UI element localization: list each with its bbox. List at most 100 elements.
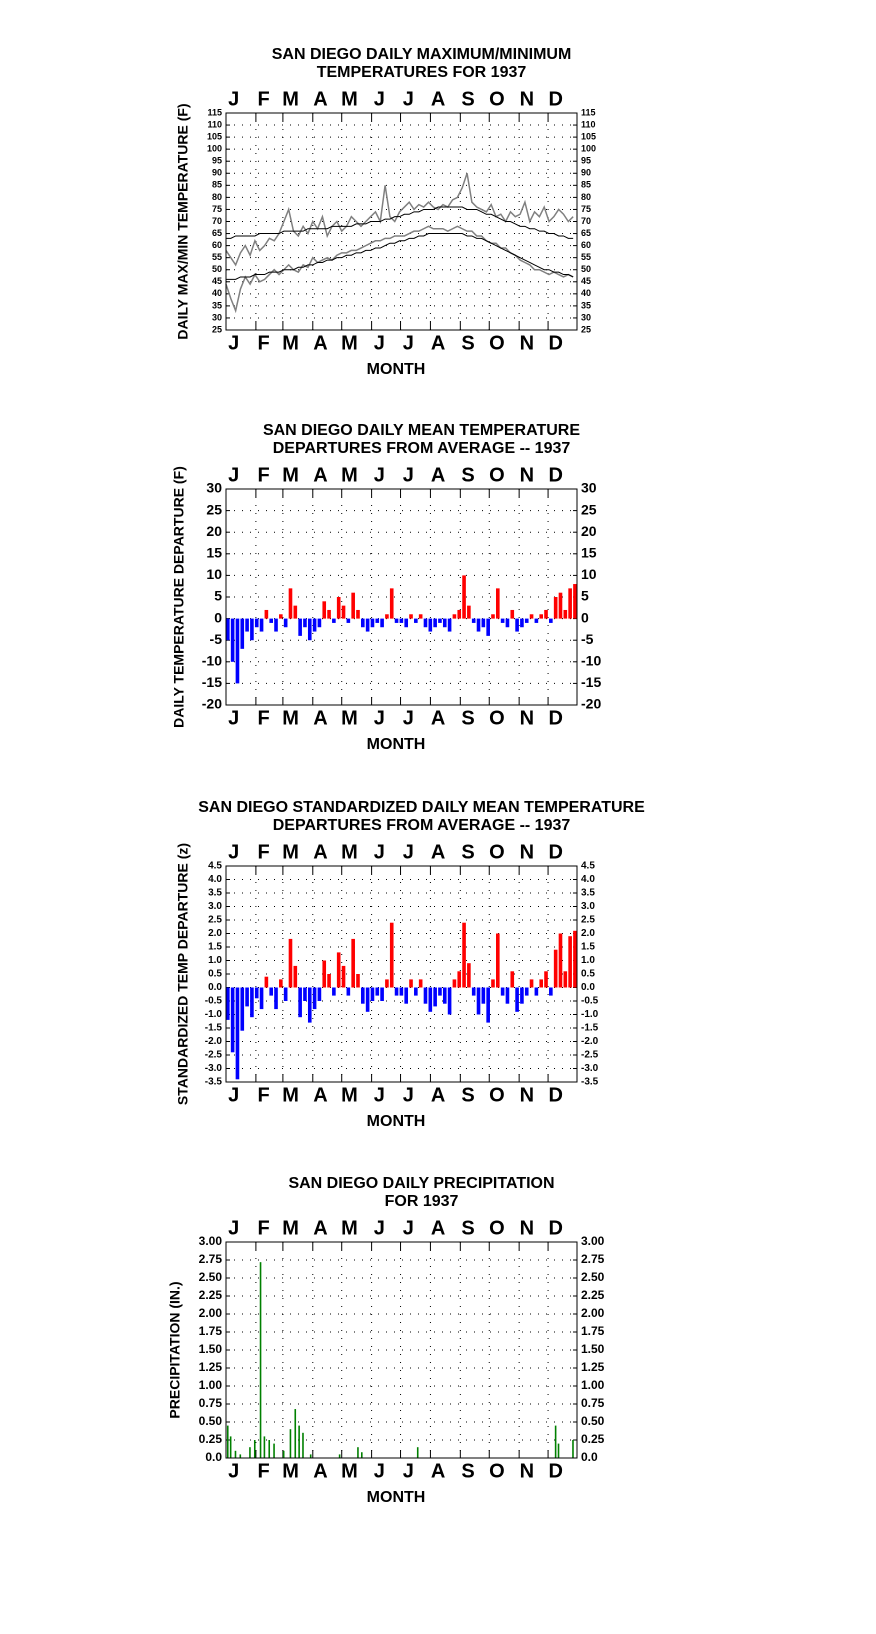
bar xyxy=(293,605,298,619)
y-tick-label-right: 4.0 xyxy=(581,874,595,885)
y-tick-label: 2.0 xyxy=(208,928,222,939)
bar xyxy=(226,987,230,1020)
series-line xyxy=(226,233,574,280)
bar xyxy=(558,933,563,988)
bar xyxy=(298,1425,300,1458)
y-tick-label: -3.5 xyxy=(205,1077,223,1088)
y-tick-label-right: 3.0 xyxy=(581,901,595,912)
bar xyxy=(418,614,423,619)
bar xyxy=(529,979,534,988)
month-label-bottom: M xyxy=(341,1460,358,1482)
y-axis-label: DAILY TEMPERATURE DEPARTURE (F) xyxy=(171,466,187,728)
bar xyxy=(230,987,235,1053)
bar xyxy=(240,618,245,649)
month-label-top: M xyxy=(282,88,299,110)
bar xyxy=(361,1452,363,1458)
bar xyxy=(423,618,428,628)
bar xyxy=(282,1450,285,1458)
month-label-bottom: J xyxy=(228,1084,239,1106)
y-tick-label-right: 45 xyxy=(581,276,591,286)
y-tick-label-right: 0.5 xyxy=(581,969,595,980)
y-tick-label: -1.5 xyxy=(205,1023,223,1034)
month-label-bottom: A xyxy=(313,1084,327,1106)
month-label-bottom: O xyxy=(489,1460,505,1482)
bar xyxy=(269,618,274,623)
y-tick-label: 1.25 xyxy=(199,1360,223,1374)
y-tick-label-right: 30 xyxy=(581,480,597,496)
bar xyxy=(356,609,360,619)
month-label-top: A xyxy=(313,1217,327,1239)
month-label-top: F xyxy=(257,464,269,486)
y-tick-label: 60 xyxy=(212,240,222,250)
bar xyxy=(294,1409,297,1458)
y-tick-label: 30 xyxy=(206,480,222,496)
month-label-top: O xyxy=(489,841,505,863)
y-tick-label: 70 xyxy=(212,216,222,226)
bar xyxy=(254,987,259,999)
month-label-top: J xyxy=(403,1217,414,1239)
month-label-top: N xyxy=(520,1217,534,1239)
bar xyxy=(268,1440,271,1458)
month-label-top: J xyxy=(403,841,414,863)
y-tick-label: 35 xyxy=(212,300,222,310)
bar xyxy=(496,588,500,619)
bar xyxy=(476,987,481,1015)
y-tick-label-right: -2.5 xyxy=(581,1050,599,1061)
month-label-top: M xyxy=(341,88,358,110)
bar xyxy=(467,605,471,619)
y-tick-label-right: 10 xyxy=(581,566,597,582)
bar xyxy=(563,971,568,988)
month-label-bottom: J xyxy=(403,1084,414,1106)
y-tick-label: 90 xyxy=(212,168,222,178)
month-label-bottom: F xyxy=(257,1084,269,1106)
y-tick-label: 0.0 xyxy=(205,1450,222,1464)
y-tick-label-right: -2.0 xyxy=(581,1036,599,1047)
bar xyxy=(572,1440,574,1458)
bar xyxy=(288,588,293,619)
y-tick-label-right: 80 xyxy=(581,192,591,202)
bar xyxy=(245,618,249,632)
bar xyxy=(279,979,283,988)
y-tick-label-right: 75 xyxy=(581,204,591,214)
y-tick-label-right: 0.0 xyxy=(581,1450,598,1464)
y-tick-label: 110 xyxy=(207,119,222,129)
y-tick-label-right: 3.00 xyxy=(581,1234,605,1248)
month-label-bottom: M xyxy=(341,1084,358,1106)
month-label-bottom: S xyxy=(461,1084,474,1106)
chart-title: DEPARTURES FROM AVERAGE -- 1937 xyxy=(273,440,571,457)
month-label-top: A xyxy=(313,841,327,863)
y-tick-label: 1.0 xyxy=(208,955,222,966)
bar xyxy=(457,971,462,988)
bar xyxy=(524,618,529,623)
month-label-bottom: A xyxy=(313,707,327,729)
y-tick-label-right: 115 xyxy=(581,107,596,117)
y-tick-label-right: 95 xyxy=(581,156,591,166)
bar xyxy=(476,618,481,632)
bar xyxy=(322,960,327,988)
bar xyxy=(557,1443,560,1458)
x-axis-label: MONTH xyxy=(367,1489,426,1506)
bar xyxy=(457,609,462,619)
month-label-bottom: N xyxy=(520,707,534,729)
month-label-bottom: J xyxy=(374,707,385,729)
bar xyxy=(351,938,355,988)
bar xyxy=(385,979,389,988)
y-tick-label-right: 2.5 xyxy=(581,915,595,926)
month-label-bottom: J xyxy=(228,707,239,729)
y-tick-label-right: 25 xyxy=(581,324,591,334)
bar xyxy=(549,618,553,623)
y-tick-label: 4.0 xyxy=(208,874,222,885)
bar xyxy=(462,575,466,619)
month-label-top: M xyxy=(282,1217,299,1239)
bar xyxy=(317,618,322,628)
chart-title: SAN DIEGO DAILY MEAN TEMPERATURE xyxy=(263,422,580,439)
y-tick-label-right: 1.75 xyxy=(581,1324,605,1338)
bar xyxy=(510,971,515,988)
month-label-bottom: M xyxy=(282,707,299,729)
y-tick-label-right: 90 xyxy=(581,168,591,178)
month-label-bottom: M xyxy=(282,1460,299,1482)
y-tick-label-right: -3.0 xyxy=(581,1063,599,1074)
bar xyxy=(230,618,235,662)
